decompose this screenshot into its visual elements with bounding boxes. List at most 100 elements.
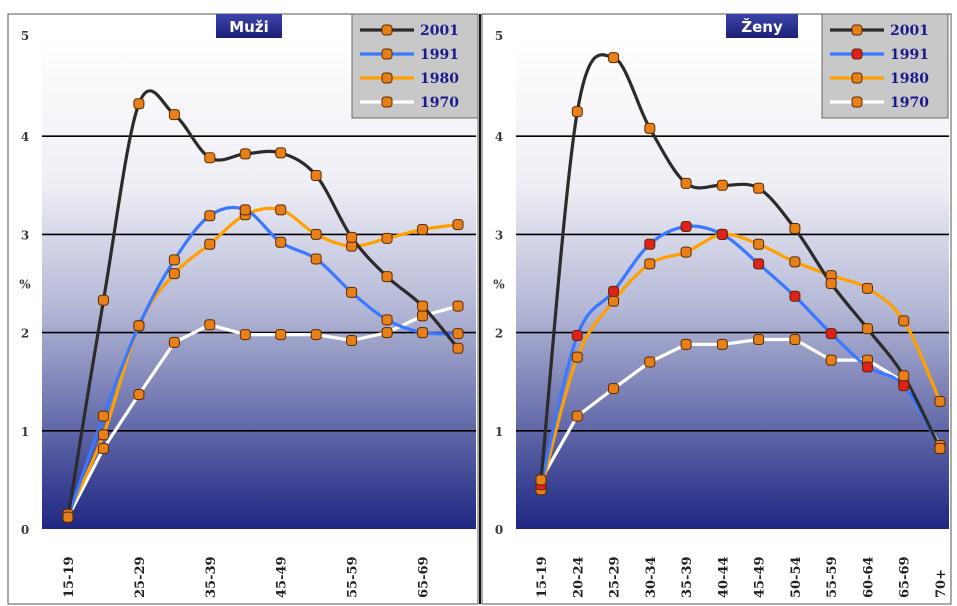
legend: 2001 1991 1980 1970: [351, 13, 479, 119]
data-point-1991: [417, 327, 429, 339]
y-tick-label: 2: [495, 327, 503, 341]
data-point-1980: [97, 429, 109, 441]
data-point-2001: [239, 148, 251, 160]
legend-label-1980: 1980: [420, 71, 459, 87]
y-tick-label: 5: [21, 29, 29, 43]
data-point-1991: [168, 254, 180, 266]
x-tick-label: 65-69: [898, 556, 913, 598]
data-point-2001: [789, 223, 801, 235]
data-point-2001: [716, 179, 728, 191]
data-point-2001: [381, 271, 393, 283]
data-point-2001: [644, 122, 656, 134]
data-point-2001: [753, 182, 765, 194]
data-point-1980: [571, 351, 583, 363]
data-point-1980: [789, 256, 801, 268]
x-tick-label: 15-19: [535, 556, 550, 598]
data-point-1970: [680, 338, 692, 350]
data-point-1970: [753, 333, 765, 345]
plot-area: [42, 38, 476, 529]
data-point-1991: [381, 314, 393, 326]
chart-title: Muži: [229, 18, 268, 36]
data-point-1991: [861, 361, 873, 373]
y-tick-label: 4: [21, 130, 29, 144]
x-tick-label: 55-59: [825, 556, 840, 598]
x-tick-label: 40-44: [716, 556, 731, 598]
x-tick-label: 50-54: [789, 556, 804, 598]
data-point-1980: [381, 232, 393, 244]
data-point-1991: [133, 320, 145, 332]
data-point-1970: [789, 333, 801, 345]
legend-label-1970: 1970: [890, 95, 929, 111]
x-tick-label: 55-59: [346, 556, 361, 598]
data-point-2001: [898, 370, 910, 382]
data-point-1970: [275, 329, 287, 341]
y-tick-label: 2: [21, 327, 29, 341]
x-tick-label: 30-34: [644, 556, 659, 598]
x-tick-label: 45-49: [275, 556, 290, 598]
data-point-1980: [204, 238, 216, 250]
x-tick-label: 45-49: [753, 556, 768, 598]
legend: 2001 1991 1980 1970: [821, 13, 949, 119]
title-strip: [216, 14, 282, 38]
data-point-1970: [168, 336, 180, 348]
y-axis-label: %: [19, 278, 31, 292]
data-point-1991: [452, 328, 464, 340]
data-point-2001: [934, 442, 946, 454]
data-point-2001: [535, 474, 547, 486]
data-point-1980: [608, 295, 620, 307]
x-tick-label: 60-64: [861, 556, 876, 598]
data-point-1970: [204, 319, 216, 331]
chart-title: Ženy: [741, 17, 783, 36]
data-point-1991: [346, 286, 358, 298]
y-tick-label: 3: [21, 228, 29, 242]
y-tick-label: 1: [495, 425, 503, 439]
data-point-1980: [861, 282, 873, 294]
legend-marker-2001: [381, 24, 393, 36]
series-line-1970: [66, 304, 460, 519]
data-point-1970: [239, 329, 251, 341]
legend-marker-1980: [851, 72, 863, 84]
data-point-2001: [168, 109, 180, 121]
legend-label-1991: 1991: [420, 47, 459, 63]
data-point-1991: [753, 258, 765, 270]
data-point-1991: [644, 238, 656, 250]
y-tick-label: 4: [495, 130, 503, 144]
data-point-1970: [452, 300, 464, 312]
legend-marker-1991: [381, 48, 393, 60]
data-point-1970: [417, 310, 429, 322]
data-point-2001: [275, 147, 287, 159]
data-point-1991: [825, 328, 837, 340]
x-tick-label: 70+: [934, 569, 949, 598]
x-tick-label: 20-24: [571, 556, 586, 598]
y-tick-label: 3: [495, 228, 503, 242]
data-point-1980: [644, 258, 656, 270]
data-point-1980: [168, 268, 180, 280]
data-point-2001: [861, 323, 873, 335]
data-point-1970: [608, 383, 620, 395]
x-tick-label: 35-39: [204, 556, 219, 598]
x-tick-label: 25-29: [608, 556, 623, 598]
data-point-2001: [204, 152, 216, 164]
series-line-1980: [539, 232, 942, 492]
x-tick-label: 25-29: [133, 556, 148, 598]
data-point-1970: [825, 354, 837, 366]
legend-label-1970: 1970: [420, 95, 459, 111]
data-point-1991: [680, 221, 692, 233]
x-tick-label: 35-39: [680, 556, 695, 598]
y-tick-label: 0: [495, 523, 503, 537]
legend-label-2001: 2001: [890, 23, 929, 39]
data-point-2001: [62, 511, 74, 523]
data-point-1970: [381, 327, 393, 339]
data-point-2001: [417, 300, 429, 312]
y-tick-label: 5: [495, 29, 503, 43]
legend-marker-1980: [381, 72, 393, 84]
series-line-1970: [539, 337, 942, 482]
chart-panel-zeny: 0 1 2 3 4 5% 15-19 20-24 25-29 30-34 35-39 40-44 45-…: [481, 13, 952, 605]
data-point-1991: [310, 253, 322, 265]
y-tick-label: 0: [21, 523, 29, 537]
data-point-1991: [275, 236, 287, 248]
legend-marker-1970: [851, 96, 863, 108]
data-point-1991: [716, 228, 728, 240]
legend-label-1980: 1980: [890, 71, 929, 87]
data-point-2001: [452, 342, 464, 354]
